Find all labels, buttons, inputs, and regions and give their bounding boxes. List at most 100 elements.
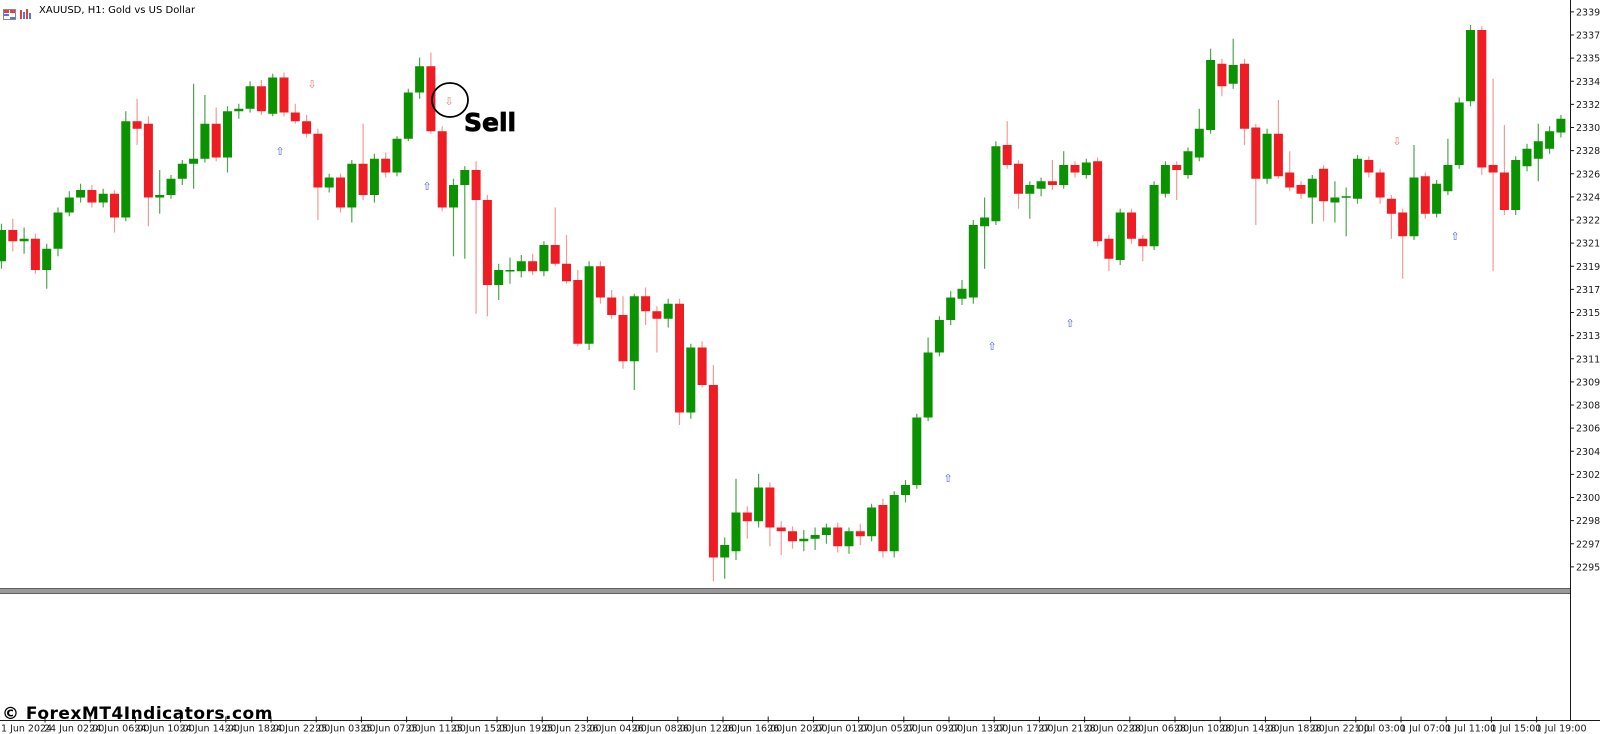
bull-candle [1228, 65, 1238, 84]
bear-candle [1398, 212, 1408, 237]
bull-candle [98, 193, 108, 203]
bull-candle [245, 86, 255, 109]
bull-candle [415, 66, 425, 93]
time-axis-label: 25 Jun 19:00 [496, 724, 556, 734]
bear-candle [211, 123, 221, 158]
buy-arrow-icon[interactable]: ⇧ [1450, 230, 1459, 243]
bull-candle [1511, 160, 1521, 210]
bear-candle [1296, 185, 1306, 194]
time-axis-label: 27 Jun 09:00 [903, 724, 963, 734]
bear-candle [8, 230, 18, 242]
bull-candle [1307, 178, 1317, 198]
bull-candle [1545, 131, 1555, 149]
pane-separator[interactable] [0, 588, 1570, 594]
time-axis-label: 28 Jun 10:00 [1174, 724, 1234, 734]
bull-candle [934, 320, 944, 353]
bear-candle [742, 512, 752, 522]
sell-annotation-label[interactable]: Sell [464, 108, 517, 138]
bull-candle [369, 158, 379, 195]
bull-candle [1443, 165, 1453, 192]
bear-candle [675, 303, 684, 413]
buy-arrow-icon[interactable]: ⇧ [987, 340, 996, 353]
bull-candle [539, 245, 549, 272]
bull-candle [731, 512, 741, 552]
bull-candle [516, 261, 526, 272]
grid-icon[interactable] [3, 5, 16, 20]
time-axis-edge-label: 1 Jun 2024 [1, 724, 52, 734]
time-axis-label: 24 Jun 06:00 [89, 724, 149, 734]
time-axis-label: 27 Jun 05:00 [858, 724, 918, 734]
bull-candle [629, 296, 639, 362]
time-axis-label: 1 Jul 19:00 [1536, 724, 1587, 734]
watermark-text: © ForexMT4Indicators.com [2, 704, 273, 724]
bull-candle [234, 108, 244, 112]
bull-candle [19, 238, 29, 242]
bull-candle [449, 185, 458, 208]
bull-candle [460, 170, 470, 185]
bull-candle [505, 270, 515, 272]
time-axis-label: 1 Jul 15:00 [1490, 724, 1541, 734]
bull-candle [1432, 183, 1442, 214]
bar-chart-icon[interactable] [19, 5, 32, 19]
time-axis-label: 28 Jun 02:00 [1084, 724, 1144, 734]
bull-candle [799, 538, 809, 542]
time-axis-label: 1 Jul 03:00 [1355, 724, 1406, 734]
bull-candle [844, 531, 854, 547]
bull-candle [0, 230, 6, 262]
bear-candle [776, 527, 786, 532]
price-axis-label: 2315.50 [1576, 308, 1600, 319]
bull-candle [889, 495, 899, 552]
bull-candle [1059, 165, 1069, 185]
sell-arrow-icon[interactable]: ⇩ [444, 95, 453, 108]
bull-candle [42, 248, 52, 270]
buy-arrow-icon[interactable]: ⇧ [943, 472, 952, 485]
bear-candle [1364, 160, 1374, 173]
time-axis-label: 27 Jun 17:00 [993, 724, 1053, 734]
price-axis-label: 2317.35 [1576, 285, 1600, 296]
bull-candle [821, 527, 831, 535]
price-axis-label: 2304.40 [1576, 447, 1600, 458]
buy-arrow-icon[interactable]: ⇧ [275, 145, 284, 158]
time-axis-label: 24 Jun 22:00 [270, 724, 330, 734]
bull-candle [76, 190, 86, 198]
bull-candle [867, 507, 877, 537]
bear-candle [1273, 133, 1283, 177]
bear-candle [1420, 176, 1430, 214]
price-axis-label: 2313.65 [1576, 331, 1600, 342]
time-axis-label: 25 Jun 11:00 [406, 724, 466, 734]
sell-arrow-icon[interactable]: ⇩ [307, 78, 316, 91]
time-axis-label: 25 Jun 03:00 [315, 724, 375, 734]
bear-candle [279, 77, 289, 113]
bear-candle [528, 261, 538, 272]
bull-candle [347, 163, 357, 208]
bear-candle [1375, 172, 1385, 198]
bear-candle [1240, 63, 1249, 129]
bear-candle [1477, 30, 1487, 168]
bull-candle [1262, 133, 1272, 179]
sell-arrow-icon[interactable]: ⇩ [1392, 135, 1401, 148]
bear-candle [87, 190, 97, 203]
price-axis-label: 2302.55 [1576, 470, 1600, 481]
time-axis-label: 25 Jun 15:00 [451, 724, 511, 734]
bear-candle [1217, 63, 1227, 87]
bear-candle [302, 121, 312, 134]
bear-candle [1285, 172, 1295, 188]
bear-candle [595, 266, 605, 298]
bull-candle [177, 163, 187, 179]
time-axis-label: 26 Jun 20:00 [767, 724, 827, 734]
bull-candle [324, 177, 334, 188]
buy-arrow-icon[interactable]: ⇧ [1065, 317, 1074, 330]
bull-candle [1036, 181, 1046, 189]
price-axis-label: 2300.70 [1576, 493, 1600, 504]
bear-candle [336, 177, 345, 208]
time-axis-label: 27 Jun 13:00 [948, 724, 1008, 734]
bull-candle [923, 352, 933, 418]
bull-candle [392, 138, 402, 173]
bear-candle [110, 193, 119, 218]
time-axis-label: 26 Jun 04:00 [586, 724, 646, 734]
price-axis-label: 2328.45 [1576, 146, 1600, 157]
buy-arrow-icon[interactable]: ⇧ [422, 180, 431, 193]
bull-candle [957, 288, 967, 299]
sell-signal-circle[interactable] [431, 82, 469, 118]
